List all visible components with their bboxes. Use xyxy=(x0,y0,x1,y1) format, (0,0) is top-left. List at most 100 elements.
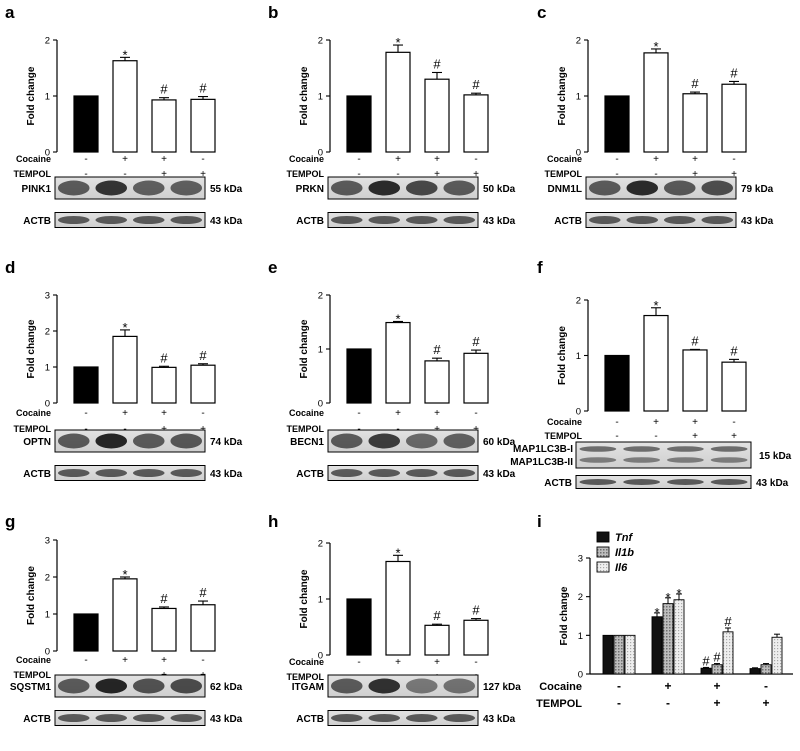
blot-membrane xyxy=(54,176,206,200)
blot-band xyxy=(57,216,90,224)
blot-kda: 43 kDa xyxy=(210,216,243,227)
bar-il1b xyxy=(760,664,772,675)
cocaine-label: Cocaine xyxy=(16,408,51,418)
blot-membrane xyxy=(327,674,479,698)
y-tick-label: 0 xyxy=(578,670,583,681)
blot-membrane xyxy=(54,212,206,228)
significance-mark: # xyxy=(199,81,207,96)
blot-band xyxy=(95,216,128,224)
bar xyxy=(190,98,216,153)
blot-label: PRKN xyxy=(296,184,324,195)
condition-sign: + xyxy=(664,679,671,693)
y-tick-label: 2 xyxy=(318,291,323,302)
legend-label-tnf: Tnf xyxy=(615,532,633,544)
blot-membrane xyxy=(54,710,206,726)
condition-sign: - xyxy=(732,417,735,428)
blot-label: ACTB xyxy=(296,469,324,480)
significance-mark: # xyxy=(199,585,207,600)
blot-band xyxy=(330,433,363,449)
panel-letter-h: h xyxy=(268,512,278,531)
condition-sign: - xyxy=(654,169,657,180)
significance-mark: # xyxy=(691,333,699,348)
blot-label: SQSTM1 xyxy=(10,682,52,693)
condition-sign: + xyxy=(161,408,167,419)
condition-sign: + xyxy=(395,154,401,165)
blot-label: ACTB xyxy=(296,216,324,227)
condition-sign: - xyxy=(84,655,87,666)
bar-il6 xyxy=(722,631,734,675)
condition-sign: + xyxy=(731,431,737,442)
y-tick-label: 2 xyxy=(45,327,50,338)
blot-band xyxy=(330,678,363,694)
significance-mark: # xyxy=(472,334,480,349)
blot-membrane xyxy=(585,176,737,200)
significance-mark: # xyxy=(472,77,480,92)
condition-sign: + xyxy=(762,696,769,710)
blot-label: ACTB xyxy=(23,469,51,480)
blot-band xyxy=(623,457,661,463)
blot-membrane xyxy=(54,465,206,481)
blot-label: ACTB xyxy=(23,216,51,227)
tempol-label: TEMPOL xyxy=(287,424,325,434)
significance-mark: # xyxy=(472,603,480,618)
significance-mark: # xyxy=(702,653,710,668)
western-blot-strip: PINK1 55 kDa xyxy=(22,176,243,200)
condition-sign: + xyxy=(434,408,440,419)
legend-swatch xyxy=(596,561,610,573)
y-tick-label: 1 xyxy=(45,610,50,621)
blot-band xyxy=(666,457,704,463)
y-tick-label: 3 xyxy=(45,291,50,302)
bar xyxy=(151,607,177,652)
blot-band xyxy=(626,216,659,224)
tempol-label: TEMPOL xyxy=(14,670,52,680)
blot-membrane xyxy=(327,176,479,200)
panel-letter-d: d xyxy=(5,258,15,277)
blot-band xyxy=(368,216,401,224)
condition-sign: - xyxy=(732,154,735,165)
tempol-label: TEMPOL xyxy=(536,698,582,710)
bar xyxy=(73,95,99,153)
y-axis-title: Fold change xyxy=(557,66,568,125)
western-blot-strip: MAP1LC3B-I MAP1LC3B-II 15 kDa xyxy=(510,441,792,469)
blot-band xyxy=(170,678,203,694)
bar-il1b xyxy=(711,664,723,675)
panel-letter-a: a xyxy=(5,3,15,22)
y-tick-label: 1 xyxy=(576,351,581,362)
blot-kda: 55 kDa xyxy=(210,184,243,195)
blot-band xyxy=(57,678,90,694)
condition-sign: + xyxy=(434,657,440,668)
bar-tnf xyxy=(651,616,663,675)
blot-band xyxy=(368,714,401,722)
legend-swatch xyxy=(596,531,610,543)
bar xyxy=(463,352,489,404)
bar xyxy=(721,361,747,412)
condition-sign: - xyxy=(201,154,204,165)
y-tick-label: 1 xyxy=(318,92,323,103)
condition-sign: - xyxy=(654,431,657,442)
western-blot-strip: ACTB 43 kDa xyxy=(296,465,516,481)
blot-band xyxy=(330,469,363,477)
western-blot-strip: ACTB 43 kDa xyxy=(23,212,243,228)
western-blot-strip: OPTN 74 kDa xyxy=(23,429,243,453)
condition-sign: + xyxy=(395,408,401,419)
blot-band xyxy=(443,678,476,694)
blot-membrane xyxy=(575,475,752,489)
blot-band xyxy=(57,433,90,449)
condition-sign: - xyxy=(617,679,621,693)
western-blot-strip: DNM1L 79 kDa xyxy=(548,176,774,200)
bar-il1b xyxy=(662,603,674,675)
y-tick-label: 0 xyxy=(45,148,50,159)
condition-sign: + xyxy=(161,169,167,180)
significance-mark: * xyxy=(665,590,670,605)
western-blot-strip: ACTB 43 kDa xyxy=(23,710,243,726)
bar xyxy=(385,560,411,656)
bar xyxy=(385,321,411,404)
panel-letter-f: f xyxy=(537,258,543,277)
blot-label: OPTN xyxy=(23,437,51,448)
condition-sign: - xyxy=(84,169,87,180)
cocaine-label: Cocaine xyxy=(16,154,51,164)
condition-sign: - xyxy=(474,154,477,165)
